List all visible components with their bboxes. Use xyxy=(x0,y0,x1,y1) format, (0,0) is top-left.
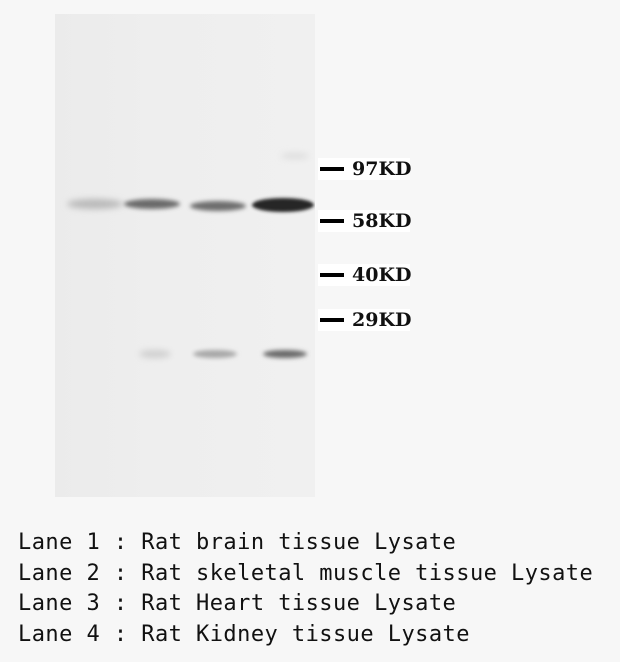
marker-97kd: 97KD xyxy=(318,158,412,180)
marker-58kd: 58KD xyxy=(318,210,412,232)
marker-label: 29KD xyxy=(352,309,412,331)
marker-label: 40KD xyxy=(352,264,412,286)
band-lane-3-lower xyxy=(193,350,237,358)
legend-lane-2: Lane 2 : Rat skeletal muscle tissue Lysa… xyxy=(18,560,594,586)
band-lane-1-main xyxy=(67,199,123,209)
marker-40kd: 40KD xyxy=(318,264,412,286)
legend-lane-4: Lane 4 : Rat Kidney tissue Lysate xyxy=(18,621,470,647)
marker-tick xyxy=(320,219,344,223)
legend-lane-1: Lane 1 : Rat brain tissue Lysate xyxy=(18,530,457,555)
band-lane-2-main xyxy=(124,199,180,209)
marker-29kd: 29KD xyxy=(318,309,412,331)
band-lane-2-lower xyxy=(139,350,171,358)
lane-legend: Lane 1 : Rat brain tissue Lysate Lane 2 … xyxy=(18,528,593,650)
band-lane-4-lower xyxy=(263,350,307,358)
marker-tick xyxy=(320,167,344,171)
legend-lane-3: Lane 3 : Rat Heart tissue Lysate xyxy=(18,591,457,616)
marker-label: 97KD xyxy=(352,158,412,180)
marker-tick xyxy=(320,318,344,322)
marker-tick xyxy=(320,273,344,277)
marker-label: 58KD xyxy=(352,210,412,232)
band-lane-4-main xyxy=(252,198,314,212)
band-lane-3-main xyxy=(190,201,246,211)
western-blot-membrane xyxy=(55,14,315,497)
blot-bands-graphic xyxy=(67,153,314,358)
band-lane-4-faint xyxy=(281,153,309,159)
